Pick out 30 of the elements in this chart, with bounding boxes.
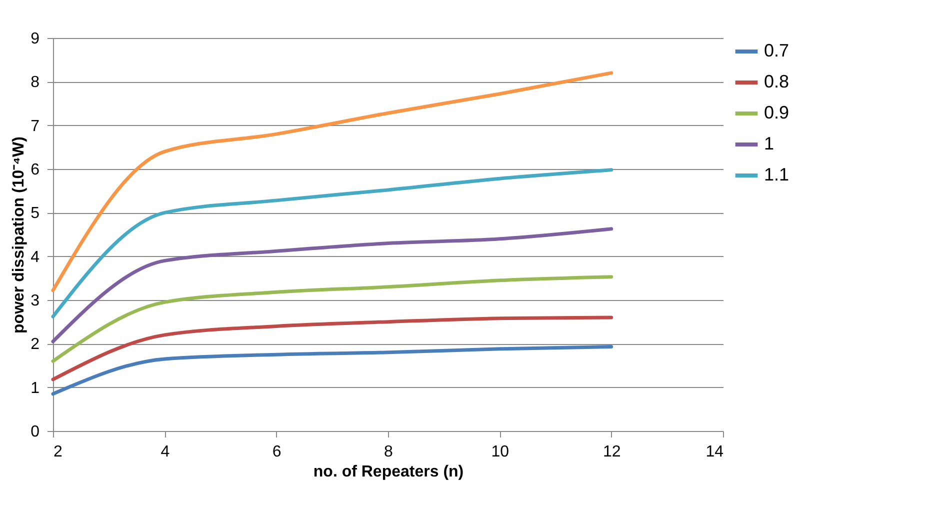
x-tick-label: 10	[491, 444, 510, 460]
legend-label: 0.8	[764, 72, 790, 92]
y-tick-label: 6	[30, 162, 40, 178]
y-tick-label: 2	[30, 336, 40, 354]
x-tick-label: 8	[384, 444, 394, 460]
x-tick-label: 4	[160, 444, 170, 460]
x-tick-label: 12	[602, 444, 621, 460]
x-tick-label: 6	[272, 444, 282, 460]
legend-label: 1	[764, 134, 774, 154]
legend-label: 1.1	[764, 164, 790, 184]
legend-label: 0.7	[764, 40, 790, 60]
line-series	[51, 316, 614, 382]
y-tick-label: 7	[30, 118, 40, 135]
line-series	[51, 227, 614, 344]
y-tick-label: 4	[30, 248, 40, 266]
y-tick-label: 9	[30, 30, 40, 48]
legend-label: 0.9	[764, 102, 790, 122]
line-series	[51, 344, 614, 396]
line-series	[51, 275, 614, 363]
y-tick-label: 1	[30, 380, 40, 397]
line-series	[51, 71, 614, 292]
x-tick-label: 14	[706, 444, 724, 460]
y-tick-label: 0	[30, 424, 40, 440]
x-axis-title: no. of Repeaters (n)	[313, 464, 464, 480]
y-tick-label: 3	[30, 292, 40, 310]
x-tick-label: 2	[54, 444, 62, 460]
y-tick-label: 8	[30, 74, 40, 92]
y-axis-title: power dissipation (10⁻⁴W)	[10, 136, 28, 334]
line-series	[51, 168, 614, 318]
y-tick-label: 5	[30, 205, 40, 222]
